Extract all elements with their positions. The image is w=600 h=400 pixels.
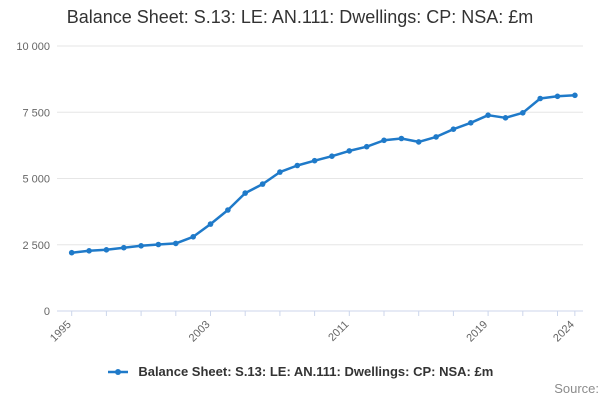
data-point-marker	[415, 139, 422, 145]
data-point-marker	[502, 115, 509, 121]
data-point-marker	[381, 137, 387, 144]
x-axis-tick-label: 1995	[48, 319, 74, 345]
legend-item[interactable]: Balance Sheet: S.13: LE: AN.111: Dwellin…	[0, 363, 600, 379]
data-point-marker	[450, 126, 457, 132]
source-caption: Source:	[554, 381, 599, 396]
y-axis-tick-label: 0	[44, 306, 50, 318]
series-line	[70, 94, 577, 254]
data-point-marker	[207, 221, 214, 227]
data-point-marker	[259, 181, 266, 187]
data-point-marker	[103, 247, 110, 253]
x-axis-tick-label: 2019	[464, 319, 490, 345]
data-point-marker	[173, 240, 179, 247]
data-point-marker	[225, 207, 231, 213]
data-point-marker	[346, 148, 353, 154]
chart-title: Balance Sheet: S.13: LE: AN.111: Dwellin…	[66, 7, 534, 27]
data-point-marker	[520, 110, 526, 116]
x-axis-tick-label: 2024	[551, 319, 577, 345]
data-point-marker	[242, 190, 248, 196]
data-point-marker	[433, 134, 439, 140]
legend-label: Balance Sheet: S.13: LE: AN.111: Dwellin…	[138, 364, 494, 380]
x-axis-tick-label: 2011	[326, 319, 351, 344]
data-point-marker	[329, 153, 335, 159]
data-point-marker	[537, 95, 543, 102]
data-point-marker	[68, 249, 75, 256]
data-point-marker	[138, 243, 144, 249]
data-point-marker	[294, 162, 301, 169]
data-point-marker	[398, 135, 405, 142]
data-point-marker	[363, 143, 370, 150]
data-point-marker	[155, 241, 162, 248]
y-axis-tick-label: 5 000	[22, 174, 50, 186]
data-point-marker	[190, 234, 196, 240]
data-point-marker	[311, 157, 318, 164]
data-point-marker	[86, 248, 92, 254]
legend-series-icon	[107, 368, 128, 375]
data-point-marker	[572, 92, 578, 99]
data-point-marker	[121, 244, 127, 251]
data-point-marker	[277, 169, 283, 175]
y-axis-tick-label: 2 500	[22, 240, 50, 252]
y-axis-tick-label: 10 000	[16, 41, 50, 53]
y-axis-tick-label: 7 500	[22, 107, 50, 119]
x-axis-tick-label: 2003	[187, 319, 213, 345]
data-point-marker	[485, 112, 491, 118]
data-point-marker	[554, 93, 561, 100]
data-point-marker	[468, 120, 474, 126]
